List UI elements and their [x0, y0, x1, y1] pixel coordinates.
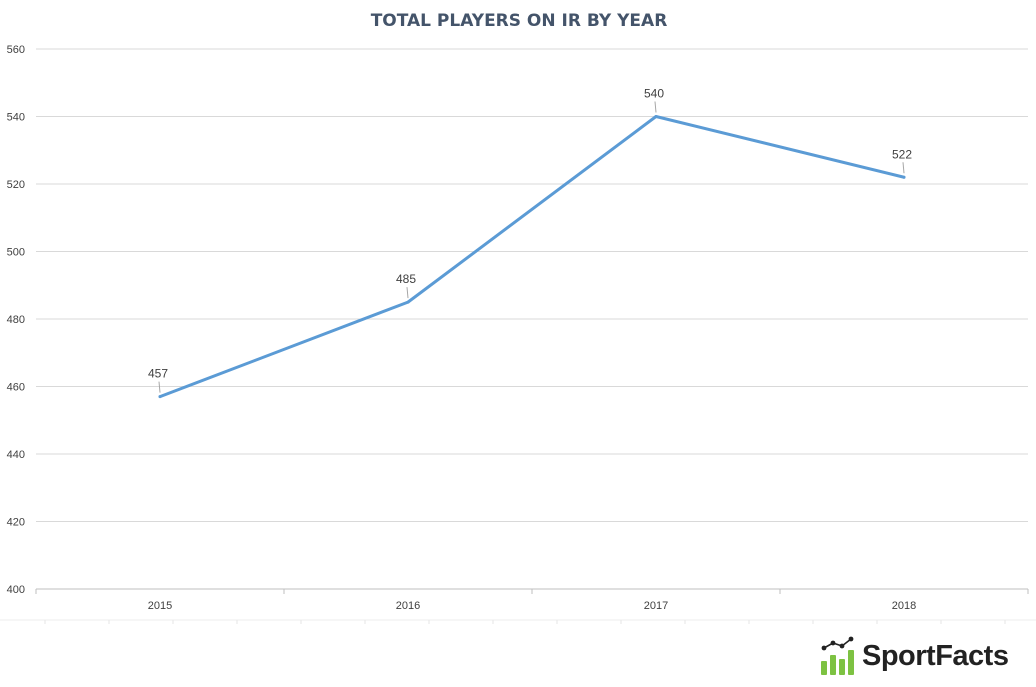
data-point: [406, 300, 410, 304]
gridlines: [36, 48, 1028, 522]
y-axis-ticks: 400 420 440 460 480 500 520 540 560: [7, 44, 25, 596]
data-label: 485: [396, 272, 416, 286]
chart-title: TOTAL PLAYERS ON IR BY YEAR: [371, 11, 668, 31]
data-point: [158, 395, 162, 399]
bar-chart-logo-icon: [821, 636, 854, 675]
data-label: 540: [644, 87, 664, 101]
data-label: 522: [892, 147, 912, 161]
y-tick-label: 420: [7, 517, 25, 529]
y-tick-label: 480: [7, 314, 25, 326]
y-tick-label: 560: [7, 44, 25, 56]
y-tick-label: 400: [7, 584, 25, 596]
data-point: [654, 115, 658, 118]
series-layer: [158, 115, 906, 399]
y-tick-label: 460: [7, 382, 25, 394]
data-label: 457: [148, 367, 168, 381]
x-axis-ticks: 2015 2016 2017 2018: [148, 600, 916, 612]
data-label-leader: [654, 101, 657, 113]
data-label-leader: [158, 381, 161, 393]
data-label-leader: [902, 162, 905, 174]
x-tick-label: 2017: [644, 600, 668, 612]
data-labels: 457 485 540 522: [148, 87, 912, 393]
axes: [0, 588, 1036, 624]
sportfacts-logo: SportFacts: [820, 635, 1009, 677]
series-line: [158, 115, 906, 399]
y-tick-label: 500: [7, 247, 25, 259]
x-tick-label: 2015: [148, 600, 172, 612]
data-label-leader: [406, 287, 409, 299]
data-point: [902, 175, 906, 179]
y-tick-label: 520: [7, 179, 25, 191]
x-tick-label: 2016: [396, 600, 420, 612]
y-tick-label: 440: [7, 449, 25, 461]
y-tick-label: 540: [7, 112, 25, 124]
x-tick-label: 2018: [892, 600, 916, 612]
logo-text: SportFacts: [862, 639, 1009, 672]
